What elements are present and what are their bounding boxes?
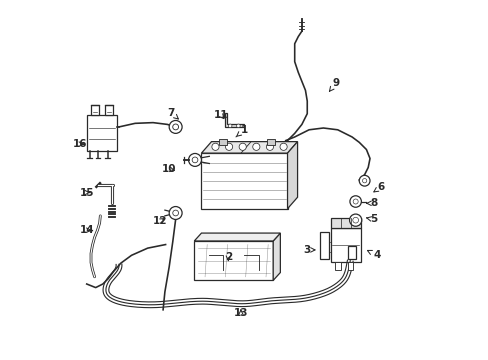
Circle shape	[188, 153, 201, 166]
Circle shape	[236, 124, 240, 128]
Circle shape	[239, 143, 246, 150]
Bar	[194, 241, 273, 280]
Bar	[266, 139, 275, 145]
Circle shape	[280, 143, 286, 150]
Circle shape	[359, 175, 369, 186]
Text: 7: 7	[167, 108, 178, 119]
Circle shape	[192, 157, 198, 163]
Bar	[91, 105, 99, 116]
Bar	[330, 228, 360, 262]
Polygon shape	[224, 113, 244, 127]
Circle shape	[172, 124, 178, 130]
Bar	[218, 139, 226, 145]
Text: 13: 13	[233, 309, 247, 318]
Text: 5: 5	[366, 215, 376, 224]
Text: 3: 3	[303, 245, 314, 255]
Bar	[330, 218, 360, 228]
Text: 11: 11	[214, 111, 228, 121]
Circle shape	[266, 143, 273, 150]
Text: 2: 2	[224, 252, 231, 262]
Bar	[335, 262, 340, 270]
Bar	[319, 232, 328, 259]
Text: 14: 14	[79, 225, 94, 235]
Text: 9: 9	[329, 78, 339, 91]
Text: 10: 10	[162, 164, 176, 174]
Polygon shape	[201, 141, 297, 153]
Text: 6: 6	[373, 182, 384, 192]
Bar	[347, 262, 352, 270]
Polygon shape	[287, 141, 297, 209]
Text: 16: 16	[73, 139, 87, 149]
Text: 12: 12	[153, 216, 167, 226]
Circle shape	[211, 143, 219, 150]
Circle shape	[252, 143, 260, 150]
Polygon shape	[273, 233, 280, 280]
Circle shape	[349, 196, 361, 207]
Text: 4: 4	[366, 250, 380, 260]
Circle shape	[352, 199, 357, 204]
Bar	[201, 153, 287, 209]
Polygon shape	[194, 233, 280, 241]
Circle shape	[172, 210, 178, 216]
Circle shape	[352, 217, 358, 223]
Bar	[105, 105, 113, 116]
Circle shape	[225, 143, 232, 150]
Text: 15: 15	[79, 188, 94, 198]
Text: 8: 8	[366, 198, 376, 208]
Text: 1: 1	[236, 125, 247, 137]
Circle shape	[169, 207, 182, 220]
Circle shape	[362, 179, 366, 183]
Bar	[348, 246, 356, 259]
Circle shape	[169, 121, 182, 134]
Circle shape	[349, 214, 361, 226]
Bar	[86, 116, 117, 151]
Circle shape	[228, 124, 231, 128]
